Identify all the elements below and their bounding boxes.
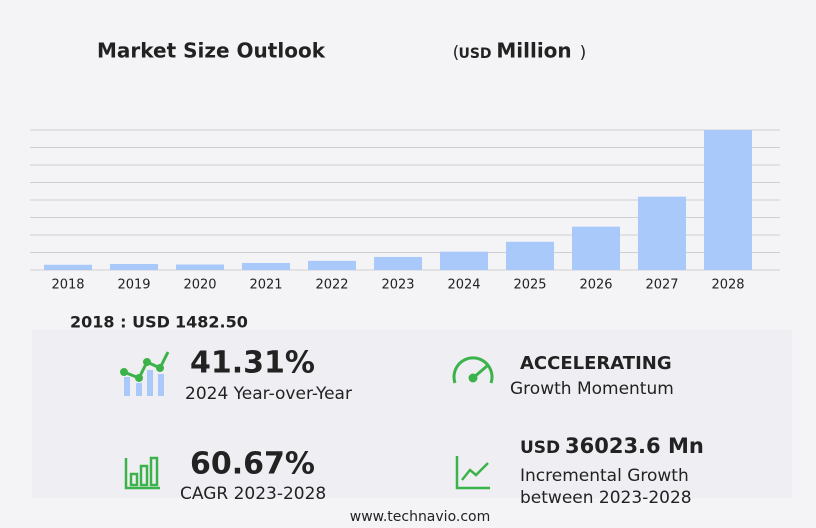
x-tick-label: 2025 [513, 278, 546, 293]
icon-trend [455, 456, 490, 490]
bar [44, 264, 92, 270]
x-tick-label: 2018 [51, 278, 84, 293]
x-tick-label: 2021 [249, 278, 282, 293]
bar [110, 264, 158, 270]
x-tick-label: 2027 [645, 278, 678, 293]
x-tick-label: 2026 [579, 278, 612, 293]
title-paren: ) [580, 43, 587, 63]
title-unit: USD [458, 46, 491, 62]
bar [440, 251, 488, 270]
title-paren: ( [453, 43, 460, 63]
bar [176, 264, 224, 270]
icon-gauge [452, 356, 494, 384]
card-label: CAGR 2023-2028 [180, 484, 326, 504]
icon-bars [124, 456, 160, 490]
card-label: 2024 Year-over-Year [185, 384, 352, 404]
card-label: between 2023-2028 [520, 488, 692, 508]
bar [638, 196, 686, 270]
stats-panel [32, 330, 792, 498]
bar [308, 260, 356, 270]
card-label: Incremental Growth [520, 466, 689, 486]
bar [374, 256, 422, 270]
card-value: ACCELERATING [520, 353, 672, 374]
icon-growth [120, 351, 170, 396]
summary-label: 2018 : USD [70, 313, 170, 332]
x-tick-label: 2020 [183, 278, 216, 293]
bar [704, 130, 752, 270]
x-tick-label: 2028 [711, 278, 744, 293]
bar [572, 226, 620, 270]
card-value: 36023.6 Mn [565, 434, 704, 458]
card-prefix: USD [520, 438, 560, 458]
bar [506, 241, 554, 270]
x-tick-label: 2022 [315, 278, 348, 293]
chart-title: Market Size Outlook [97, 39, 326, 63]
title-unit: Million [496, 39, 571, 63]
summary-value: 1482.50 [175, 313, 248, 332]
card-value: 41.31% [190, 346, 315, 381]
card-value: 60.67% [190, 447, 315, 482]
footer: www.technavio.com [350, 509, 491, 525]
x-tick-label: 2023 [381, 278, 414, 293]
bar [242, 262, 290, 270]
x-tick-label: 2019 [117, 278, 150, 293]
card-label: Growth Momentum [510, 379, 674, 399]
x-tick-label: 2024 [447, 278, 480, 293]
